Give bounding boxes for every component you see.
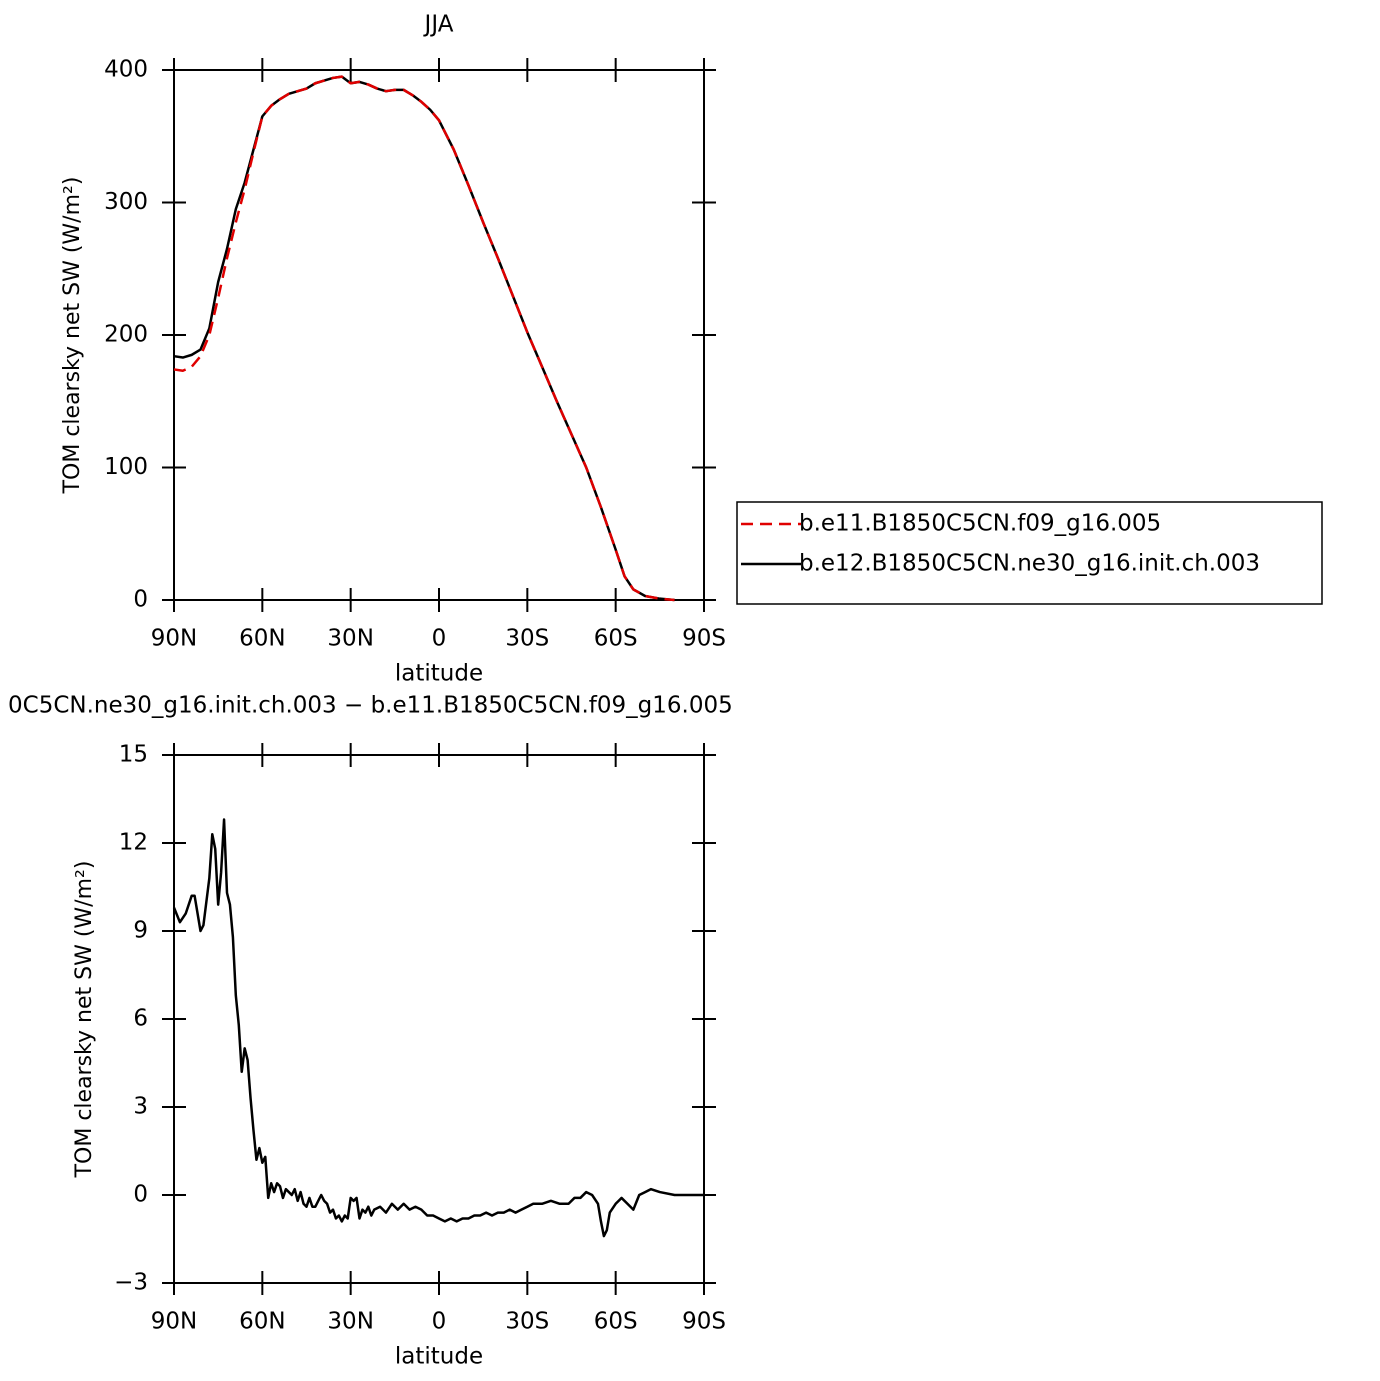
- y-axis-label: TOM clearsky net SW (W/m²): [72, 861, 97, 1179]
- x-tick-label: 60S: [594, 626, 638, 652]
- y-axis-label: TOM clearsky net SW (W/m²): [60, 177, 85, 495]
- chart-title: 0C5CN.ne30_g16.init.ch.003 − b.e11.B1850…: [8, 693, 733, 719]
- x-tick-label: 30S: [505, 626, 549, 652]
- y-tick-label: 100: [104, 454, 148, 480]
- series-line: [172, 818, 704, 1238]
- y-tick-label: 400: [104, 57, 148, 83]
- y-tick-label: 9: [133, 918, 148, 944]
- legend-label: b.e12.B1850C5CN.ne30_g16.init.ch.003: [799, 551, 1260, 577]
- x-tick-label: 90S: [682, 1309, 726, 1335]
- x-tick-label: 60S: [594, 1309, 638, 1335]
- plot-frame: [173, 754, 705, 1284]
- x-tick-label: 30N: [327, 626, 373, 652]
- x-tick-label: 0: [432, 626, 447, 652]
- legend-box: [736, 501, 1323, 605]
- y-tick-label: 300: [104, 189, 148, 215]
- x-tick-label: 90N: [151, 1309, 197, 1335]
- x-tick-label: 90S: [682, 626, 726, 652]
- series-line: [173, 75, 675, 602]
- plot-frame: [173, 69, 705, 601]
- y-tick-label: 200: [104, 322, 148, 348]
- x-tick-label: 0: [432, 1309, 447, 1335]
- chart-title: JJA: [423, 12, 454, 38]
- y-tick-label: 0: [133, 587, 148, 613]
- y-tick-label: 0: [133, 1182, 148, 1208]
- y-tick-label: 6: [133, 1006, 148, 1032]
- y-tick-label: 15: [119, 742, 148, 768]
- legend-label: b.e11.B1850C5CN.f09_g16.005: [799, 511, 1161, 537]
- y-tick-label: 12: [119, 830, 148, 856]
- x-tick-label: 90N: [151, 626, 197, 652]
- series-line: [173, 75, 675, 602]
- y-tick-label: 3: [133, 1094, 148, 1120]
- x-tick-label: 30S: [505, 1309, 549, 1335]
- y-tick-label: −3: [114, 1270, 148, 1296]
- x-axis-label: latitude: [395, 1344, 483, 1370]
- x-axis-label: latitude: [395, 661, 483, 687]
- x-tick-label: 30N: [327, 1309, 373, 1335]
- x-tick-label: 60N: [239, 626, 285, 652]
- x-tick-label: 60N: [239, 1309, 285, 1335]
